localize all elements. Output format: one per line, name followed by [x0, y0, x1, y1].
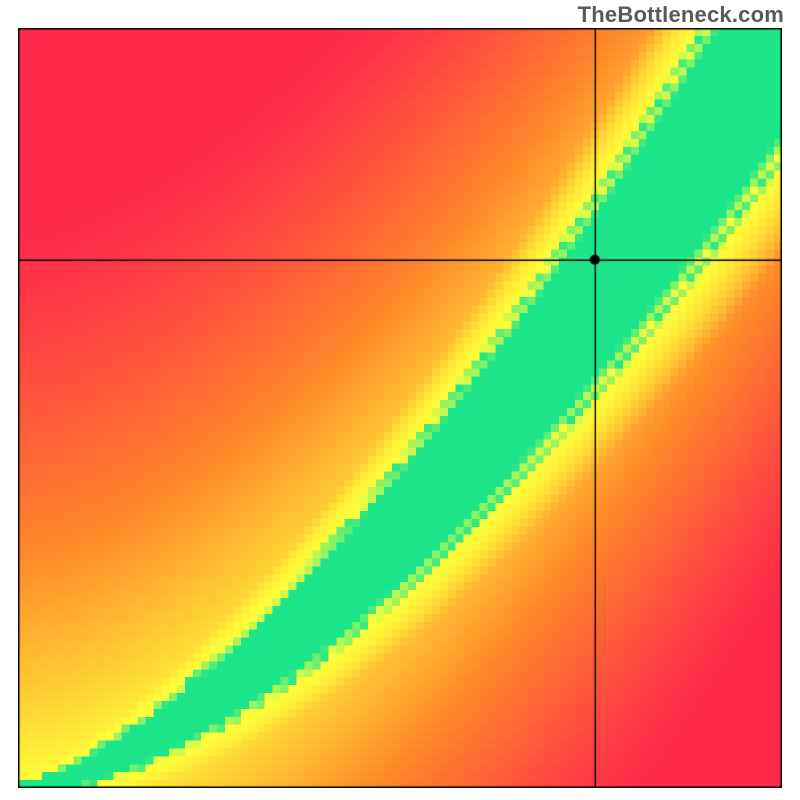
chart-container: TheBottleneck.com [0, 0, 800, 800]
crosshair-overlay [18, 28, 782, 788]
watermark-text: TheBottleneck.com [578, 2, 784, 28]
